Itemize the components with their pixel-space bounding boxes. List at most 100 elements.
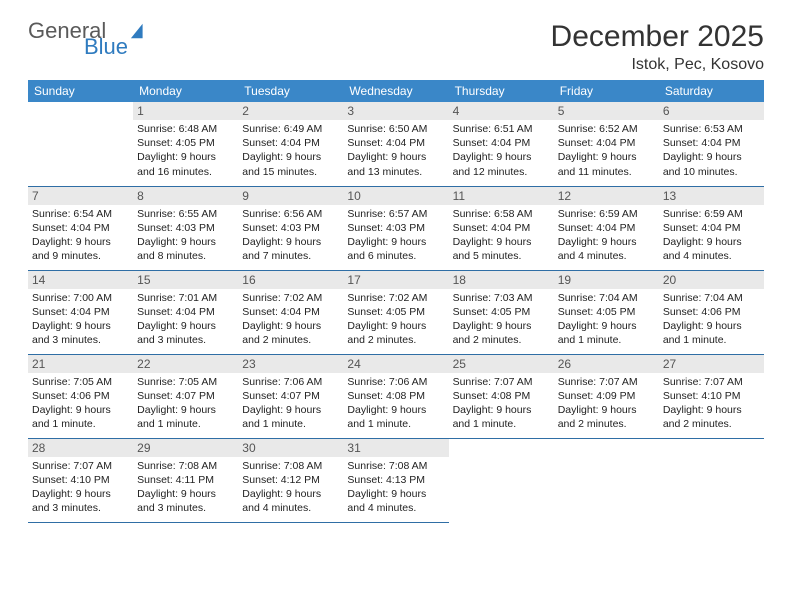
day-number: 16 bbox=[238, 271, 343, 289]
day-number: 23 bbox=[238, 355, 343, 373]
day-text: Sunrise: 7:07 AMSunset: 4:10 PMDaylight:… bbox=[659, 373, 764, 436]
day-text: Sunrise: 7:08 AMSunset: 4:12 PMDaylight:… bbox=[238, 457, 343, 520]
day-number: 19 bbox=[554, 271, 659, 289]
day-number: 14 bbox=[28, 271, 133, 289]
dh-tue: Tuesday bbox=[238, 80, 343, 102]
day-number: 31 bbox=[343, 439, 448, 457]
title-block: December 2025 Istok, Pec, Kosovo bbox=[551, 20, 764, 74]
calendar-cell: 29Sunrise: 7:08 AMSunset: 4:11 PMDayligh… bbox=[133, 438, 238, 522]
calendar-cell: 6Sunrise: 6:53 AMSunset: 4:04 PMDaylight… bbox=[659, 102, 764, 186]
day-text: Sunrise: 7:08 AMSunset: 4:11 PMDaylight:… bbox=[133, 457, 238, 520]
calendar-cell: 2Sunrise: 6:49 AMSunset: 4:04 PMDaylight… bbox=[238, 102, 343, 186]
day-text: Sunrise: 7:06 AMSunset: 4:07 PMDaylight:… bbox=[238, 373, 343, 436]
page-title: December 2025 bbox=[551, 20, 764, 54]
day-number: 5 bbox=[554, 102, 659, 120]
calendar-cell bbox=[449, 438, 554, 522]
calendar-cell: 3Sunrise: 6:50 AMSunset: 4:04 PMDaylight… bbox=[343, 102, 448, 186]
calendar-cell: 16Sunrise: 7:02 AMSunset: 4:04 PMDayligh… bbox=[238, 270, 343, 354]
day-text: Sunrise: 7:05 AMSunset: 4:07 PMDaylight:… bbox=[133, 373, 238, 436]
day-number: 3 bbox=[343, 102, 448, 120]
calendar-cell: 27Sunrise: 7:07 AMSunset: 4:10 PMDayligh… bbox=[659, 354, 764, 438]
calendar-cell: 23Sunrise: 7:06 AMSunset: 4:07 PMDayligh… bbox=[238, 354, 343, 438]
calendar-row: 21Sunrise: 7:05 AMSunset: 4:06 PMDayligh… bbox=[28, 354, 764, 438]
day-number: 17 bbox=[343, 271, 448, 289]
calendar-cell: 22Sunrise: 7:05 AMSunset: 4:07 PMDayligh… bbox=[133, 354, 238, 438]
day-number: 20 bbox=[659, 271, 764, 289]
calendar-cell: 13Sunrise: 6:59 AMSunset: 4:04 PMDayligh… bbox=[659, 186, 764, 270]
day-number: 27 bbox=[659, 355, 764, 373]
day-text: Sunrise: 6:48 AMSunset: 4:05 PMDaylight:… bbox=[133, 120, 238, 183]
calendar-cell: 20Sunrise: 7:04 AMSunset: 4:06 PMDayligh… bbox=[659, 270, 764, 354]
day-number: 18 bbox=[449, 271, 554, 289]
day-text: Sunrise: 6:58 AMSunset: 4:04 PMDaylight:… bbox=[449, 205, 554, 268]
day-number: 10 bbox=[343, 187, 448, 205]
calendar-cell: 11Sunrise: 6:58 AMSunset: 4:04 PMDayligh… bbox=[449, 186, 554, 270]
calendar-cell bbox=[28, 102, 133, 186]
day-text: Sunrise: 7:00 AMSunset: 4:04 PMDaylight:… bbox=[28, 289, 133, 352]
day-number: 25 bbox=[449, 355, 554, 373]
calendar-cell: 1Sunrise: 6:48 AMSunset: 4:05 PMDaylight… bbox=[133, 102, 238, 186]
calendar-cell: 14Sunrise: 7:00 AMSunset: 4:04 PMDayligh… bbox=[28, 270, 133, 354]
dh-fri: Friday bbox=[554, 80, 659, 102]
day-text: Sunrise: 7:06 AMSunset: 4:08 PMDaylight:… bbox=[343, 373, 448, 436]
day-number: 13 bbox=[659, 187, 764, 205]
day-number: 22 bbox=[133, 355, 238, 373]
calendar-row: 14Sunrise: 7:00 AMSunset: 4:04 PMDayligh… bbox=[28, 270, 764, 354]
day-number: 7 bbox=[28, 187, 133, 205]
day-number: 4 bbox=[449, 102, 554, 120]
day-number: 8 bbox=[133, 187, 238, 205]
calendar-row: 1Sunrise: 6:48 AMSunset: 4:05 PMDaylight… bbox=[28, 102, 764, 186]
calendar-cell: 4Sunrise: 6:51 AMSunset: 4:04 PMDaylight… bbox=[449, 102, 554, 186]
day-number: 12 bbox=[554, 187, 659, 205]
day-text: Sunrise: 6:59 AMSunset: 4:04 PMDaylight:… bbox=[554, 205, 659, 268]
day-text: Sunrise: 6:52 AMSunset: 4:04 PMDaylight:… bbox=[554, 120, 659, 183]
day-number: 29 bbox=[133, 439, 238, 457]
calendar-row: 7Sunrise: 6:54 AMSunset: 4:04 PMDaylight… bbox=[28, 186, 764, 270]
dh-mon: Monday bbox=[133, 80, 238, 102]
calendar-page: General Blue December 2025 Istok, Pec, K… bbox=[0, 0, 792, 543]
day-number: 1 bbox=[133, 102, 238, 120]
calendar-cell: 15Sunrise: 7:01 AMSunset: 4:04 PMDayligh… bbox=[133, 270, 238, 354]
calendar-row: 28Sunrise: 7:07 AMSunset: 4:10 PMDayligh… bbox=[28, 438, 764, 522]
day-text: Sunrise: 6:49 AMSunset: 4:04 PMDaylight:… bbox=[238, 120, 343, 183]
day-text: Sunrise: 6:53 AMSunset: 4:04 PMDaylight:… bbox=[659, 120, 764, 183]
calendar-cell bbox=[554, 438, 659, 522]
calendar-cell: 9Sunrise: 6:56 AMSunset: 4:03 PMDaylight… bbox=[238, 186, 343, 270]
day-number: 2 bbox=[238, 102, 343, 120]
day-text: Sunrise: 7:02 AMSunset: 4:04 PMDaylight:… bbox=[238, 289, 343, 352]
day-text: Sunrise: 7:07 AMSunset: 4:09 PMDaylight:… bbox=[554, 373, 659, 436]
calendar-cell: 10Sunrise: 6:57 AMSunset: 4:03 PMDayligh… bbox=[343, 186, 448, 270]
logo-text-blue: Blue bbox=[84, 36, 128, 58]
day-text: Sunrise: 6:57 AMSunset: 4:03 PMDaylight:… bbox=[343, 205, 448, 268]
sail-icon bbox=[130, 22, 148, 40]
calendar-cell: 26Sunrise: 7:07 AMSunset: 4:09 PMDayligh… bbox=[554, 354, 659, 438]
day-text: Sunrise: 6:50 AMSunset: 4:04 PMDaylight:… bbox=[343, 120, 448, 183]
day-text: Sunrise: 7:07 AMSunset: 4:10 PMDaylight:… bbox=[28, 457, 133, 520]
calendar-cell: 28Sunrise: 7:07 AMSunset: 4:10 PMDayligh… bbox=[28, 438, 133, 522]
calendar-cell bbox=[659, 438, 764, 522]
day-text: Sunrise: 7:01 AMSunset: 4:04 PMDaylight:… bbox=[133, 289, 238, 352]
day-number: 15 bbox=[133, 271, 238, 289]
day-number: 21 bbox=[28, 355, 133, 373]
day-number: 11 bbox=[449, 187, 554, 205]
dh-sat: Saturday bbox=[659, 80, 764, 102]
day-text: Sunrise: 7:04 AMSunset: 4:06 PMDaylight:… bbox=[659, 289, 764, 352]
calendar-cell: 25Sunrise: 7:07 AMSunset: 4:08 PMDayligh… bbox=[449, 354, 554, 438]
day-number: 30 bbox=[238, 439, 343, 457]
dh-wed: Wednesday bbox=[343, 80, 448, 102]
day-number: 28 bbox=[28, 439, 133, 457]
location: Istok, Pec, Kosovo bbox=[551, 56, 764, 74]
day-number: 9 bbox=[238, 187, 343, 205]
calendar-cell: 24Sunrise: 7:06 AMSunset: 4:08 PMDayligh… bbox=[343, 354, 448, 438]
calendar-cell: 17Sunrise: 7:02 AMSunset: 4:05 PMDayligh… bbox=[343, 270, 448, 354]
calendar-cell: 12Sunrise: 6:59 AMSunset: 4:04 PMDayligh… bbox=[554, 186, 659, 270]
calendar-cell: 19Sunrise: 7:04 AMSunset: 4:05 PMDayligh… bbox=[554, 270, 659, 354]
day-text: Sunrise: 6:55 AMSunset: 4:03 PMDaylight:… bbox=[133, 205, 238, 268]
calendar-cell: 30Sunrise: 7:08 AMSunset: 4:12 PMDayligh… bbox=[238, 438, 343, 522]
day-text: Sunrise: 7:03 AMSunset: 4:05 PMDaylight:… bbox=[449, 289, 554, 352]
logo: General Blue bbox=[28, 20, 148, 58]
day-text: Sunrise: 7:02 AMSunset: 4:05 PMDaylight:… bbox=[343, 289, 448, 352]
day-text: Sunrise: 7:04 AMSunset: 4:05 PMDaylight:… bbox=[554, 289, 659, 352]
day-text: Sunrise: 7:08 AMSunset: 4:13 PMDaylight:… bbox=[343, 457, 448, 520]
day-text: Sunrise: 6:59 AMSunset: 4:04 PMDaylight:… bbox=[659, 205, 764, 268]
